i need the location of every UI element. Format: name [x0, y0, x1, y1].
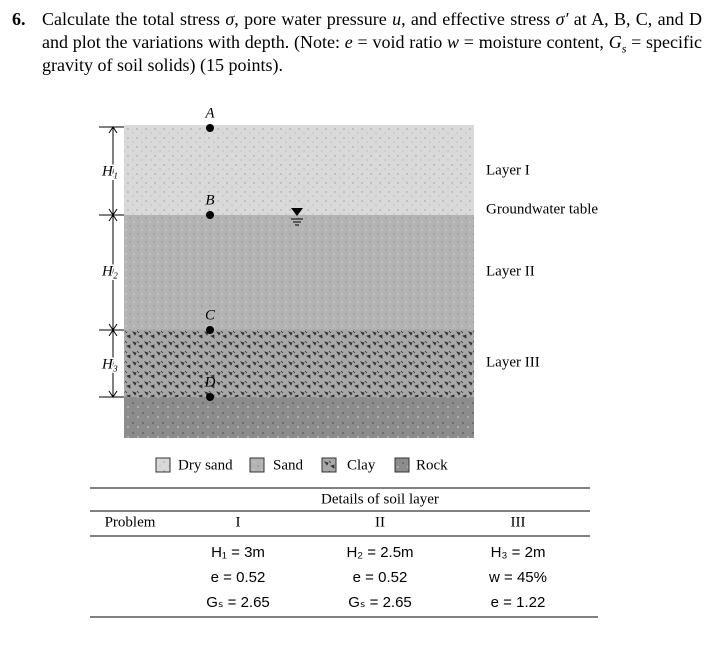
point-label: A — [204, 105, 215, 121]
question-segment: s — [621, 41, 627, 56]
layer-label: Layer I — [486, 162, 530, 178]
table-cell: w = 45% — [488, 569, 547, 586]
table-cell: e = 0.52 — [353, 569, 408, 586]
layer-sand — [124, 215, 474, 330]
question-text: Calculate the total stress σ, pore water… — [42, 9, 702, 75]
question-segment: = moisture content, — [459, 32, 609, 52]
question-segment: u — [392, 9, 402, 29]
question-segment: at A, B, C, and D and plot the variation… — [42, 9, 702, 52]
height-label: H₁ — [101, 163, 118, 179]
question-segment: = specific gravity of soil solids) (15 p… — [42, 32, 703, 75]
table-cell: H₁ = 3m — [211, 544, 265, 561]
point-label: C — [205, 307, 216, 323]
point-marker — [206, 393, 214, 401]
question-segment: σ′ — [555, 9, 569, 29]
legend-icons — [155, 457, 410, 473]
point-marker — [206, 211, 214, 219]
table-header: III — [511, 514, 526, 530]
question-segment: w — [447, 32, 460, 52]
table-cell: e = 0.52 — [211, 569, 266, 586]
question: 6. Calculate the total stress σ, pore wat… — [12, 8, 702, 77]
table-rules — [90, 487, 598, 618]
height-label: H₂ — [101, 263, 118, 279]
layer-rock — [124, 397, 474, 438]
question-segment: G — [608, 32, 622, 52]
table-header: I — [236, 514, 241, 530]
question-segment: , and effective stress — [401, 9, 556, 29]
layer-label: Groundwater table — [486, 201, 598, 217]
height-label: H₃ — [101, 356, 118, 372]
question-segment: σ — [225, 9, 235, 29]
table-caption: Details of soil layer — [321, 491, 439, 507]
legend-label: Clay — [347, 457, 376, 473]
point-label: D — [204, 374, 216, 390]
point-label: B — [205, 192, 214, 208]
question-segment: = void ratio — [352, 32, 447, 52]
question-segment: , pore water pressure — [234, 9, 393, 29]
table-cell: H₃ = 2m — [491, 544, 546, 561]
point-marker — [206, 326, 214, 334]
layer-label: Layer III — [486, 354, 540, 370]
point-marker — [206, 124, 214, 132]
question-segment: e — [344, 32, 353, 52]
table-cell: e = 1.22 — [491, 594, 546, 611]
table-cell: Gₛ = 2.65 — [206, 594, 270, 611]
question-segment: Calculate the total stress — [42, 9, 226, 29]
question-number: 6. — [12, 9, 26, 29]
table-header: Problem — [105, 514, 156, 530]
legend-label: Dry sand — [178, 457, 233, 473]
table-cell: Gₛ = 2.65 — [348, 594, 412, 611]
legend-label: Sand — [273, 457, 304, 473]
layer-dry-sand — [124, 125, 474, 215]
layer-clay — [124, 330, 474, 397]
layer-label: Layer II — [486, 263, 535, 279]
soil-profile — [124, 125, 474, 438]
dimension-lines — [99, 126, 124, 398]
table-header: II — [375, 514, 385, 530]
legend-label: Rock — [416, 457, 448, 473]
table-cell: H₂ = 2.5m — [346, 544, 413, 561]
water-table-symbol — [291, 208, 303, 226]
